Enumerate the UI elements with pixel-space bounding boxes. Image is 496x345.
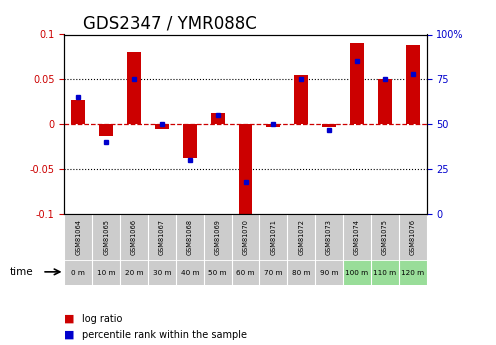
- Bar: [287, 260, 315, 285]
- Bar: [350, 43, 364, 124]
- Bar: [176, 260, 204, 285]
- Text: GSM81070: GSM81070: [243, 219, 248, 255]
- Bar: [232, 260, 259, 285]
- Text: GSM81074: GSM81074: [354, 219, 360, 255]
- Bar: [378, 79, 392, 124]
- Text: GSM81067: GSM81067: [159, 219, 165, 255]
- Text: percentile rank within the sample: percentile rank within the sample: [82, 330, 247, 339]
- Text: GSM81065: GSM81065: [103, 219, 109, 255]
- Text: GSM81075: GSM81075: [382, 219, 388, 255]
- Bar: [259, 214, 287, 260]
- Text: 110 m: 110 m: [373, 269, 396, 276]
- Text: GSM81064: GSM81064: [75, 219, 81, 255]
- Bar: [399, 260, 427, 285]
- Bar: [371, 214, 399, 260]
- Text: GSM81073: GSM81073: [326, 219, 332, 255]
- Bar: [71, 100, 85, 124]
- Bar: [406, 45, 420, 124]
- Text: 120 m: 120 m: [401, 269, 424, 276]
- Text: 60 m: 60 m: [236, 269, 255, 276]
- Bar: [239, 124, 252, 218]
- Text: ■: ■: [64, 314, 75, 324]
- Bar: [148, 214, 176, 260]
- Text: GSM81071: GSM81071: [270, 219, 276, 255]
- Bar: [211, 114, 225, 124]
- Text: 40 m: 40 m: [181, 269, 199, 276]
- Bar: [204, 260, 232, 285]
- Text: ■: ■: [64, 330, 75, 339]
- Bar: [64, 260, 92, 285]
- Text: 30 m: 30 m: [153, 269, 171, 276]
- Bar: [371, 260, 399, 285]
- Bar: [183, 124, 197, 158]
- Bar: [127, 52, 141, 124]
- Text: 10 m: 10 m: [97, 269, 116, 276]
- Bar: [155, 124, 169, 129]
- Bar: [92, 260, 120, 285]
- Text: GSM81068: GSM81068: [187, 219, 193, 255]
- Text: log ratio: log ratio: [82, 314, 122, 324]
- Text: GDS2347 / YMR088C: GDS2347 / YMR088C: [82, 15, 256, 33]
- Text: 100 m: 100 m: [345, 269, 369, 276]
- Bar: [343, 260, 371, 285]
- Text: GSM81069: GSM81069: [215, 219, 221, 255]
- Bar: [315, 214, 343, 260]
- Bar: [232, 214, 259, 260]
- Bar: [176, 214, 204, 260]
- Bar: [343, 214, 371, 260]
- Bar: [322, 124, 336, 127]
- Bar: [120, 214, 148, 260]
- Bar: [287, 214, 315, 260]
- Bar: [99, 124, 113, 136]
- Bar: [148, 260, 176, 285]
- Text: 90 m: 90 m: [320, 269, 338, 276]
- Bar: [92, 214, 120, 260]
- Bar: [64, 214, 92, 260]
- Text: 70 m: 70 m: [264, 269, 283, 276]
- Bar: [120, 260, 148, 285]
- Bar: [294, 75, 308, 124]
- Text: GSM81072: GSM81072: [298, 219, 304, 255]
- Text: 20 m: 20 m: [125, 269, 143, 276]
- Bar: [315, 260, 343, 285]
- Text: time: time: [10, 267, 34, 277]
- Text: 0 m: 0 m: [71, 269, 85, 276]
- Bar: [266, 124, 280, 127]
- Text: GSM81076: GSM81076: [410, 219, 416, 255]
- Text: 80 m: 80 m: [292, 269, 310, 276]
- Text: GSM81066: GSM81066: [131, 219, 137, 255]
- Bar: [399, 214, 427, 260]
- Bar: [204, 214, 232, 260]
- Text: 50 m: 50 m: [208, 269, 227, 276]
- Bar: [259, 260, 287, 285]
